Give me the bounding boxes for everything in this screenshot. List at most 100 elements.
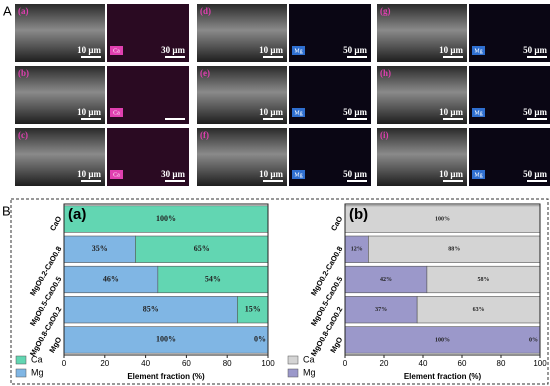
scale-label: 10 μm: [259, 45, 283, 55]
x-tick-label: 0: [343, 359, 348, 368]
element-tag-label: Mg: [474, 172, 482, 178]
plot-frame: [63, 203, 269, 356]
element-tag: [472, 108, 485, 117]
bar-segment: [63, 265, 159, 294]
image-label: (g): [380, 6, 391, 16]
legend-label: Ca: [31, 354, 43, 364]
legend-swatch: [287, 368, 299, 378]
category-label: CaO: [329, 214, 345, 232]
value-label: 100%: [156, 335, 176, 344]
plot-frame: [344, 203, 541, 356]
category-label: MgO: [328, 335, 344, 354]
element-tag-label: Mg: [474, 110, 482, 116]
bar-segment: [63, 205, 269, 233]
element-tag: [292, 108, 305, 117]
legend-label: Mg: [303, 367, 316, 377]
scale-label: 50 μm: [523, 169, 547, 179]
x-tick-label: 20: [380, 359, 389, 368]
value-label: 88%: [448, 247, 460, 253]
element-tag-label: Mg: [474, 48, 482, 54]
x-tick-label: 100: [533, 359, 547, 368]
bar-segment: [344, 326, 541, 354]
x-tick-label: 40: [141, 359, 150, 368]
element-tag-label: Ca: [113, 172, 120, 178]
sem-image: [197, 4, 287, 62]
value-label: 15%: [245, 305, 261, 314]
category-label: MgO0.2-CaO0.8: [28, 245, 64, 298]
scale-label: 10 μm: [77, 45, 101, 55]
scale-label: 50 μm: [343, 169, 367, 179]
bar-segment: [368, 235, 541, 263]
category-label: MgO0.2-CaO0.8: [309, 245, 345, 298]
scale-label: 10 μm: [259, 107, 283, 117]
scale-label: 10 μm: [77, 169, 101, 179]
value-label: 12%: [351, 247, 363, 253]
element-tag-label: Ca: [113, 48, 120, 54]
element-tag-label: Mg: [294, 172, 302, 178]
sem-image: [377, 66, 467, 124]
scale-label: 30 μm: [161, 45, 185, 55]
image-label: (a): [18, 6, 29, 16]
x-tick-label: 20: [100, 359, 109, 368]
value-label: 100%: [156, 214, 176, 223]
panel-label: A: [3, 3, 12, 18]
scale-label: 10 μm: [439, 107, 463, 117]
scale-label: 10 μm: [439, 45, 463, 55]
panel-label: B: [2, 203, 11, 218]
value-label: 0%: [529, 337, 538, 343]
category-label: MgO: [47, 335, 63, 354]
bar-segment: [344, 265, 428, 294]
scale-label: 50 μm: [343, 107, 367, 117]
value-label: 35%: [92, 244, 108, 253]
scale-label: 50 μm: [343, 45, 367, 55]
element-tag-label: Mg: [294, 48, 302, 54]
element-tag: [292, 170, 305, 179]
legend-swatch: [15, 355, 27, 365]
element-tag: [472, 46, 485, 55]
legend-swatch: [287, 355, 299, 365]
value-label: 46%: [103, 274, 119, 283]
scale-label: 50 μm: [523, 107, 547, 117]
element-tag: [110, 46, 123, 55]
sem-image: [15, 4, 105, 62]
bar-segment: [63, 326, 269, 354]
x-tick-label: 60: [458, 359, 467, 368]
image-label: (d): [200, 6, 211, 16]
scale-label: 30 μm: [161, 169, 185, 179]
value-label: 100%: [435, 337, 450, 343]
value-label: 100%: [435, 216, 450, 222]
value-label: 63%: [473, 307, 485, 313]
sem-image: [197, 128, 287, 186]
sem-image: [15, 128, 105, 186]
bar-segment: [426, 265, 541, 294]
bar-segment: [135, 235, 269, 263]
scale-label: 10 μm: [439, 169, 463, 179]
element-tag-label: Mg: [294, 110, 302, 116]
scale-label: 10 μm: [259, 169, 283, 179]
x-axis-title: Element fraction (%): [404, 372, 482, 381]
x-tick-label: 100: [261, 359, 275, 368]
element-tag: [292, 46, 305, 55]
image-label: (c): [18, 130, 28, 140]
value-label: 54%: [205, 274, 221, 283]
value-label: 0%: [254, 335, 266, 344]
element-tag: [110, 170, 123, 179]
sem-image: [197, 66, 287, 124]
category-label: CaO: [48, 214, 64, 232]
panel-label: (b): [349, 206, 368, 223]
x-tick-label: 40: [419, 359, 428, 368]
value-label: 58%: [477, 277, 489, 283]
panel-b-frame: [10, 198, 549, 385]
bar-segment: [157, 265, 269, 294]
image-label: (h): [380, 68, 391, 78]
legend-swatch: [15, 368, 27, 378]
image-label: (b): [18, 68, 29, 78]
scale-label: 50 μm: [523, 45, 547, 55]
x-tick-label: 60: [182, 359, 191, 368]
bar-segment: [344, 205, 541, 233]
element-tag: [472, 170, 485, 179]
x-tick-label: 80: [497, 359, 506, 368]
x-tick-label: 0: [62, 359, 67, 368]
scale-label: 10 μm: [77, 107, 101, 117]
